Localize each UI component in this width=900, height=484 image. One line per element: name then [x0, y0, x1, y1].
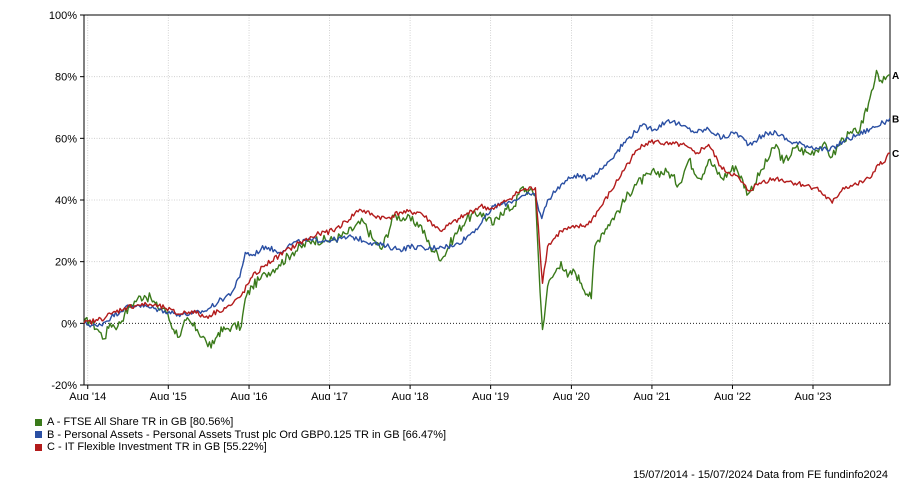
- y-tick-label: -20%: [51, 380, 77, 392]
- legend-label-b: B - Personal Assets - Personal Assets Tr…: [47, 428, 447, 441]
- y-tick-label: 80%: [55, 72, 77, 84]
- legend-swatch-c: [35, 443, 42, 451]
- y-tick-label: 0%: [61, 318, 77, 330]
- performance-line-chart: 100% 80% 60% 40% 20% 0% -20%Aug '14 Aug '15 Aug …: [49, 10, 899, 400]
- y-tick-label: 20%: [55, 257, 77, 269]
- y-tick-label: 40%: [55, 195, 77, 207]
- series-line-b: [83, 118, 891, 328]
- legend-label-c: C - IT Flexible Investment TR in GB [55.…: [47, 441, 267, 453]
- legend-item-c: C - IT Flexible Investment TR in GB [55.…: [35, 441, 446, 454]
- legend-item-a: A - FTSE All Share TR in GB [80.56%]: [35, 416, 446, 429]
- x-tick-label: Aug '15: [150, 391, 187, 400]
- legend-label-a: A - FTSE All Share TR in GB [80.56%]: [47, 416, 234, 428]
- y-tick-label: 100%: [49, 10, 77, 22]
- series-line-c: [83, 139, 891, 325]
- plot-frame: [83, 14, 891, 386]
- x-tick-label: Aug '21: [633, 391, 670, 400]
- x-tick-label: Aug '23: [795, 391, 832, 400]
- x-tick-label: Aug '18: [392, 391, 429, 400]
- x-tick-label: Aug '19: [472, 391, 509, 400]
- legend-item-b: B - Personal Assets - Personal Assets Tr…: [35, 429, 446, 442]
- x-tick-label: Aug '17: [311, 391, 348, 400]
- series-end-label-c: C: [892, 149, 899, 160]
- chart-legend: A - FTSE All Share TR in GB [80.56%] B -…: [35, 416, 446, 454]
- x-tick-label: Aug '20: [553, 391, 590, 400]
- series-end-label-b: B: [892, 114, 899, 125]
- x-tick-label: Aug '14: [69, 391, 106, 400]
- x-tick-label: Aug '16: [231, 391, 268, 400]
- y-tick-label: 60%: [55, 133, 77, 145]
- x-tick-label: Aug '22: [714, 391, 751, 400]
- data-source-footer: 15/07/2014 - 15/07/2024 Data from FE fun…: [632, 469, 888, 481]
- legend-swatch-a: [35, 418, 42, 426]
- chart-area: 100% 80% 60% 40% 20% 0% -20% Aug '14 Aug '15 Aug …: [49, 10, 899, 400]
- legend-swatch-b: [35, 431, 42, 439]
- series-end-label-a: A: [892, 71, 899, 82]
- series-line-a: [83, 69, 891, 349]
